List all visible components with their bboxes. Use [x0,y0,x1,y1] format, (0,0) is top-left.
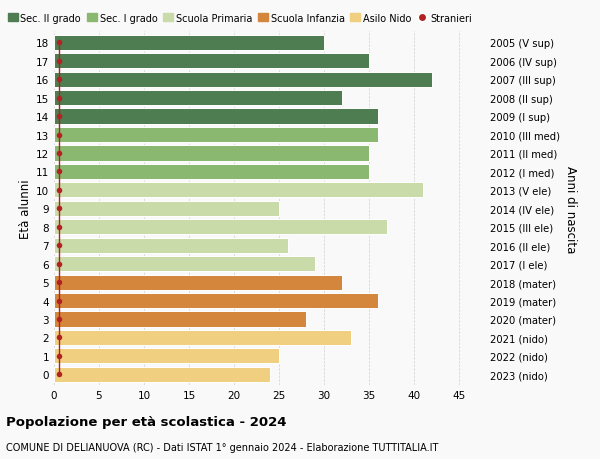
Bar [54,146,369,161]
Bar [54,293,378,308]
Bar [54,109,378,124]
Bar [54,91,342,106]
Y-axis label: Anni di nascita: Anni di nascita [564,165,577,252]
Bar [54,367,270,382]
Bar [54,257,315,272]
Text: Popolazione per età scolastica - 2024: Popolazione per età scolastica - 2024 [6,415,287,428]
Bar [54,73,432,88]
Text: COMUNE DI DELIANUOVA (RC) - Dati ISTAT 1° gennaio 2024 - Elaborazione TUTTITALIA: COMUNE DI DELIANUOVA (RC) - Dati ISTAT 1… [6,442,439,452]
Bar [54,348,279,364]
Bar [54,220,387,235]
Bar [54,164,369,179]
Bar [54,312,306,327]
Legend: Sec. II grado, Sec. I grado, Scuola Primaria, Scuola Infanzia, Asilo Nido, Stran: Sec. II grado, Sec. I grado, Scuola Prim… [8,14,472,24]
Bar [54,238,288,253]
Bar [54,275,342,290]
Bar [54,36,324,51]
Bar [54,183,423,198]
Y-axis label: Età alunni: Età alunni [19,179,32,239]
Bar [54,330,351,345]
Bar [54,128,378,143]
Bar [54,202,279,216]
Bar [54,54,369,69]
